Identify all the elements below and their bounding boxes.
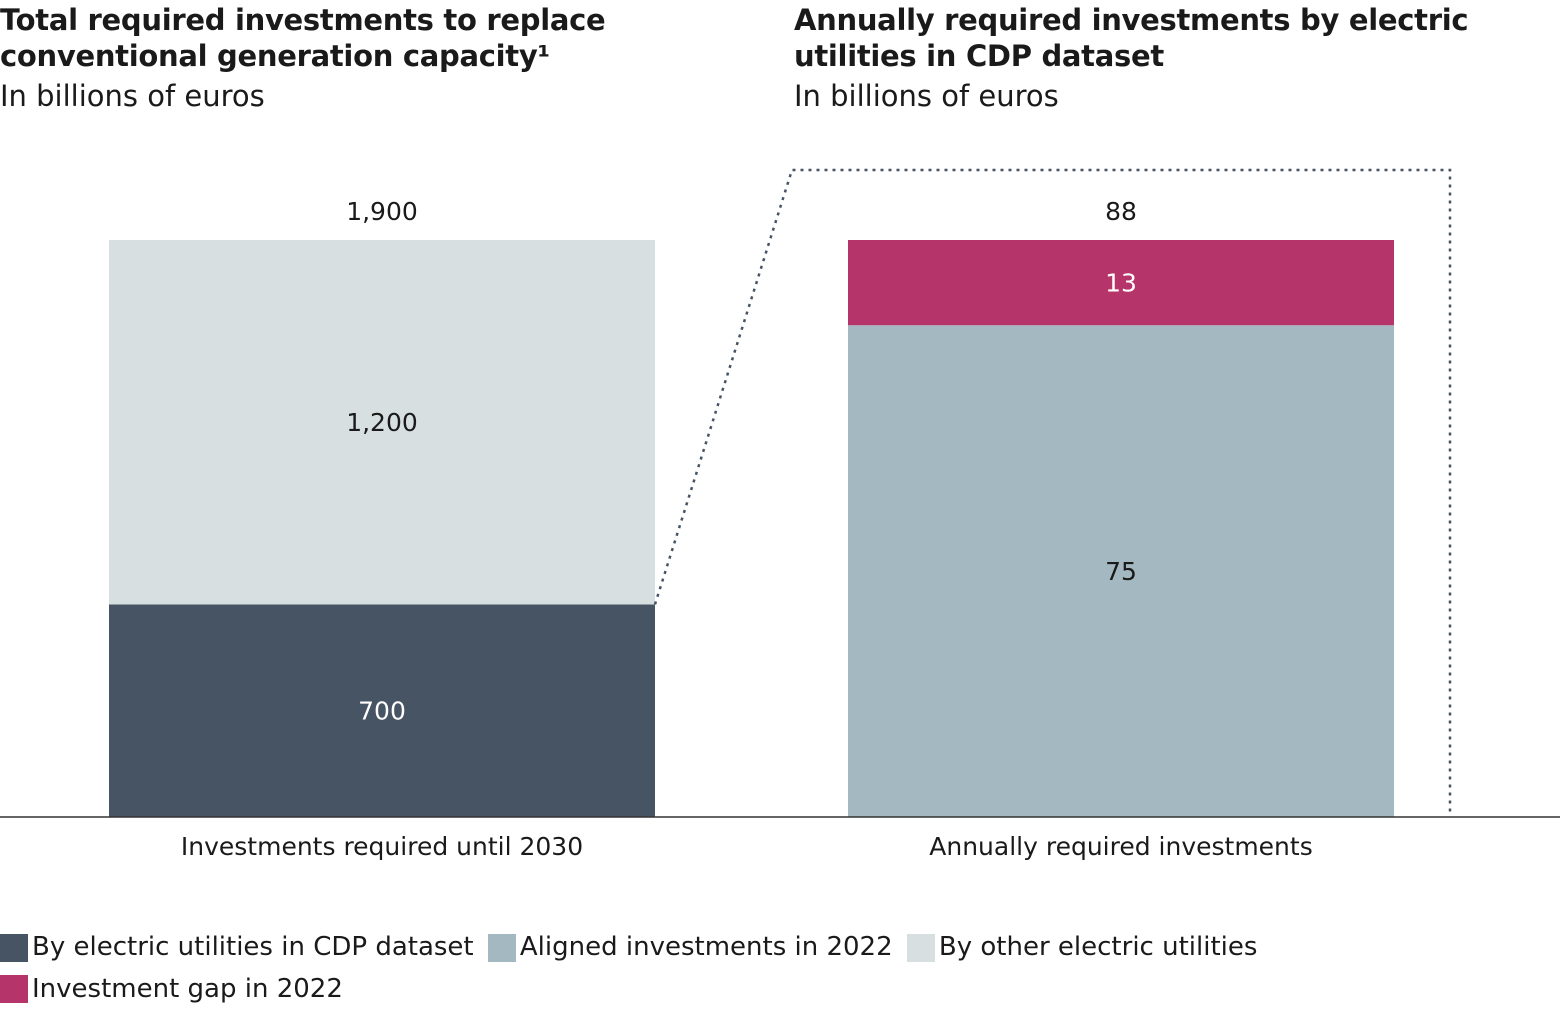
bar-value-label: 1,200 [346,408,418,437]
bar-segment [109,240,655,605]
right-chart-subtitle: In billions of euros [794,79,1059,113]
legend-label: By other electric utilities [938,932,1258,962]
bar-segment [848,240,1394,326]
legend-label: Investment gap in 2022 [32,973,343,1004]
bar-segment [848,325,1394,817]
legend-swatch [0,933,28,962]
legend-item: Investment gap in 2022 [0,972,343,1007]
legend-swatch [0,975,28,1003]
legend-item: By other electric utilities [906,930,1258,965]
bar-total-label: 1,900 [346,197,418,226]
category-label: Investments required until 2030 [181,832,583,861]
legend-item: By electric utilities in CDP dataset [0,930,474,965]
zoom-connector-line [653,168,1452,817]
bar-value-label: 13 [1105,269,1137,298]
bar-segment [109,604,655,817]
legend-item: Aligned investments in 2022 [487,930,893,965]
legend-swatch [906,933,935,962]
bar-value-label: 700 [358,697,406,726]
legend: By electric utilities in CDP dataset Ali… [0,930,1400,1013]
right-chart-title: Annually required investments by electri… [794,3,1469,73]
legend-swatch [487,933,516,962]
left-chart-subtitle: In billions of euros [0,79,265,113]
bar-total-label: 88 [1105,197,1137,226]
legend-label: By electric utilities in CDP dataset [32,932,474,962]
legend-label: Aligned investments in 2022 [519,932,893,962]
category-label: Annually required investments [929,832,1312,861]
left-chart-title: Total required investments to replace co… [0,3,606,73]
bar-value-label: 75 [1105,557,1137,586]
